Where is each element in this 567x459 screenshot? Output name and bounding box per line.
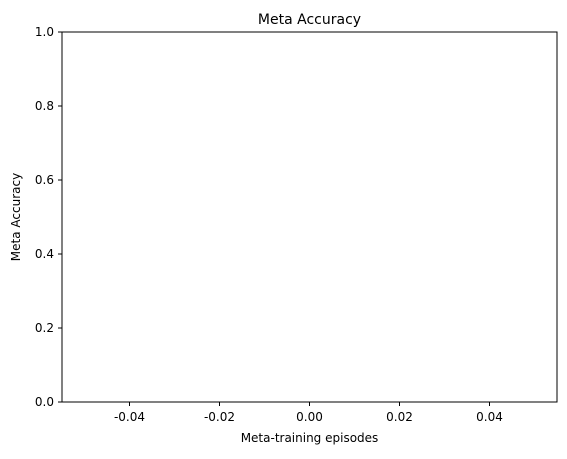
y-tick-label: 0.0: [35, 395, 54, 409]
y-tick-label: 0.6: [35, 173, 54, 187]
y-tick-label: 1.0: [35, 25, 54, 39]
x-axis-ticks: -0.04 -0.02 0.00 0.02 0.04: [114, 402, 503, 424]
y-tick-label: 0.8: [35, 99, 54, 113]
x-tick-label: 0.04: [476, 410, 503, 424]
y-tick-label: 0.4: [35, 247, 54, 261]
chart-title: Meta Accuracy: [258, 12, 361, 28]
plot-area: [61, 31, 558, 403]
x-tick-label: -0.02: [204, 410, 235, 424]
x-tick-label: -0.04: [114, 410, 145, 424]
y-axis-label: Meta Accuracy: [9, 173, 23, 261]
x-axis-label: Meta-training episodes: [241, 431, 379, 445]
y-tick-label: 0.2: [35, 321, 54, 335]
y-axis-ticks: 0.0 0.2 0.4 0.6 0.8 1.0: [35, 25, 62, 409]
x-tick-label: 0.00: [296, 410, 323, 424]
x-tick-label: 0.02: [386, 410, 413, 424]
